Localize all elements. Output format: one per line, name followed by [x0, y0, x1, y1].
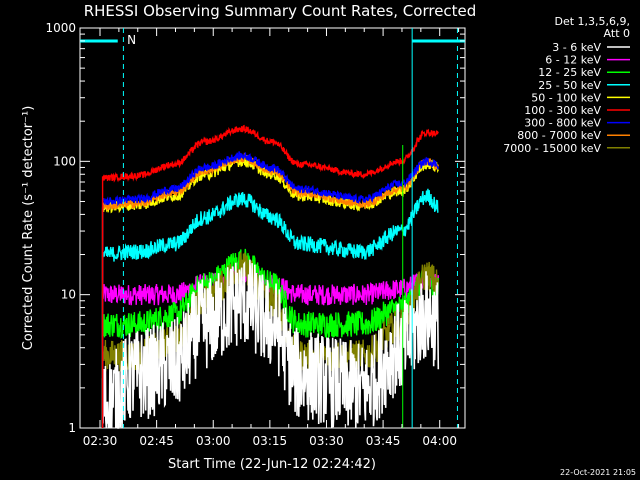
annotation-layer: N	[80, 28, 465, 428]
series-line-3	[101, 188, 439, 428]
x-axis-label: Start Time (22-Jun-12 02:24:42)	[168, 457, 376, 472]
series-line-2	[101, 248, 439, 428]
x-tick-label: 03:00	[196, 434, 231, 448]
legend-header-line-1: Det 1,3,5,6,9,	[554, 15, 630, 28]
x-tick-label: 03:30	[309, 434, 344, 448]
x-tick-label: 03:45	[366, 434, 401, 448]
x-tick-label: 02:45	[139, 434, 174, 448]
series-line-0	[101, 259, 440, 429]
legend-label: 25 - 50 keV	[538, 79, 601, 92]
legend-label: 6 - 12 keV	[545, 54, 601, 67]
legend-label: 50 - 100 keV	[531, 91, 601, 104]
series-line-5	[101, 124, 439, 428]
y-tick-label: 1000	[45, 21, 76, 35]
y-axis-label: Corrected Count Rate (s⁻¹ detector⁻¹)	[21, 106, 36, 351]
legend-label: 3 - 6 keV	[552, 41, 601, 54]
y-tick-label: 10	[61, 288, 76, 302]
legend-label: 12 - 25 keV	[538, 66, 601, 79]
x-axis: 02:30 02:45 03:00 03:15 03:30 03:45 04:00	[83, 28, 460, 448]
y-tick-label: 1	[68, 421, 76, 435]
plot-frame	[79, 27, 466, 429]
legend-label: 800 - 7000 keV	[517, 129, 601, 142]
x-tick-label: 02:30	[83, 434, 118, 448]
legend-header-line-2: Att 0	[604, 27, 630, 40]
series-layer	[101, 124, 440, 429]
series-line-6	[101, 151, 439, 428]
plot-area	[79, 27, 466, 429]
legend-label: 7000 - 15000 keV	[503, 142, 601, 155]
chart-title: RHESSI Observing Summary Count Rates, Co…	[84, 2, 477, 20]
x-tick-label: 03:15	[253, 434, 288, 448]
legend-label: 100 - 300 keV	[524, 104, 601, 117]
y-tick-label: 100	[53, 154, 76, 168]
annotation-n: N	[127, 33, 136, 47]
y-axis: 1 10 100 1000	[45, 21, 465, 435]
footer-timestamp: 22-Oct-2021 21:05	[560, 468, 636, 477]
legend-label: 300 - 800 keV	[524, 117, 601, 130]
x-tick-label: 04:00	[422, 434, 457, 448]
